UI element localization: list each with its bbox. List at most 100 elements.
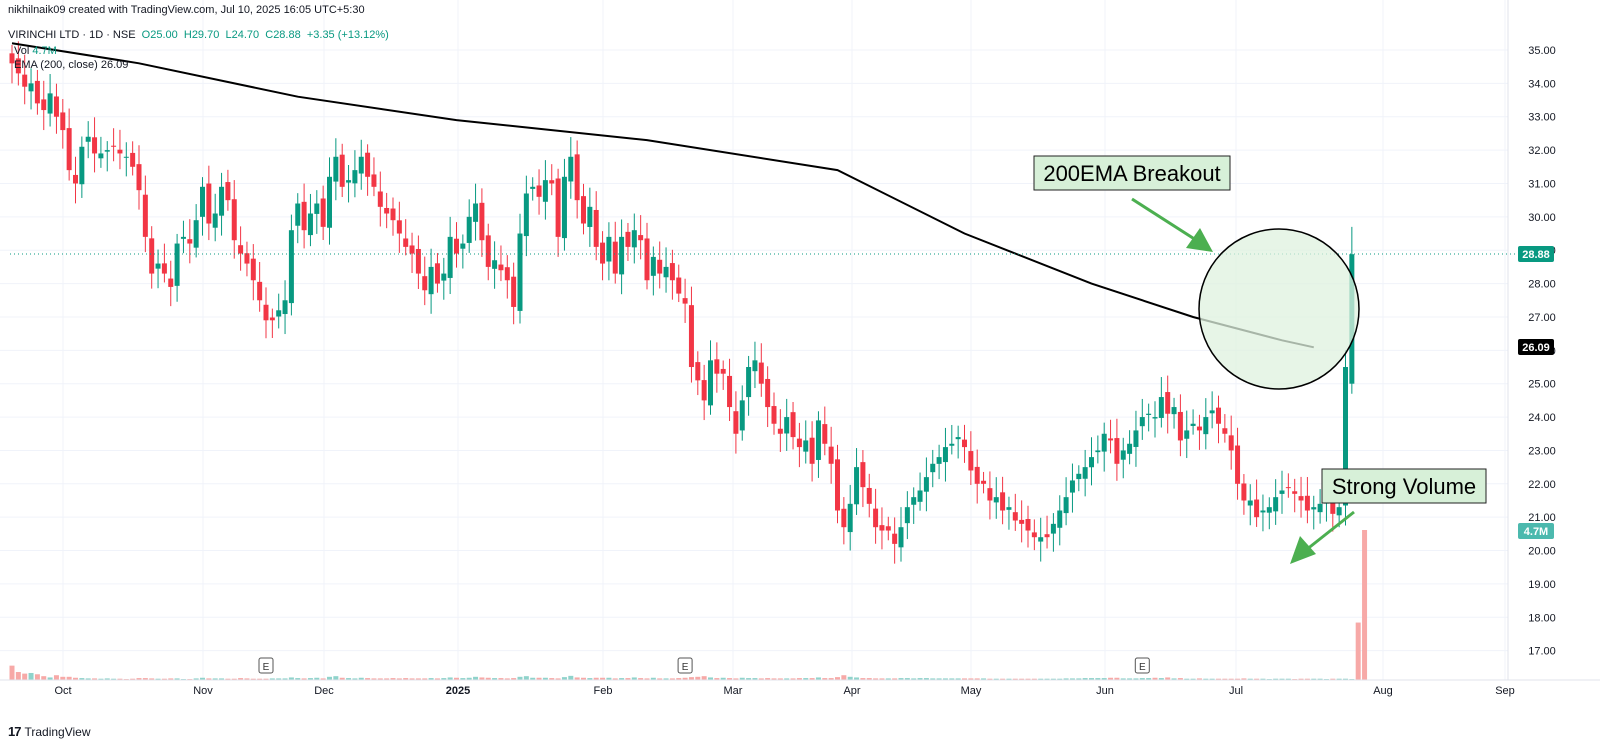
volume-bar (1000, 678, 1006, 680)
candle-body (485, 235, 491, 267)
candle-body (835, 459, 840, 511)
volume-bar (1196, 678, 1202, 680)
candle-body (98, 153, 104, 159)
candle-body (409, 245, 415, 254)
candle-body (28, 83, 34, 92)
volume-bar (479, 677, 485, 680)
candle-body (111, 145, 117, 147)
price-tick: 33.00 (1528, 112, 1556, 124)
volume-bar (1203, 678, 1209, 680)
volume-bar (396, 678, 402, 680)
volume-bar (758, 678, 764, 680)
volume-bar (803, 678, 809, 680)
candle-body (1139, 417, 1145, 427)
candle-body (612, 241, 618, 274)
candle-body (1057, 510, 1063, 528)
candle-body (396, 220, 402, 234)
candle-body (1050, 523, 1056, 534)
candle-body (403, 238, 409, 247)
volume-bar (1031, 678, 1037, 680)
volume-bar (657, 678, 663, 680)
candle-body (301, 201, 307, 231)
volume-bar (1222, 678, 1228, 680)
candle-body (22, 74, 28, 87)
volume-bar (1095, 678, 1101, 680)
candle-body (149, 238, 155, 274)
candle-body (498, 264, 504, 271)
candle-body (523, 193, 529, 237)
candle-body (555, 178, 561, 237)
candle-body (428, 266, 434, 295)
candle-body (130, 152, 136, 167)
volume-bar (1336, 678, 1342, 680)
time-tick: Oct (54, 685, 71, 697)
volume-bar (142, 678, 148, 680)
volume-bar (930, 678, 936, 680)
volume-bar (612, 678, 618, 680)
volume-bar (561, 677, 567, 680)
volume-bar (98, 678, 104, 680)
breakout-text: 200EMA Breakout (1043, 161, 1220, 186)
candle-body (41, 99, 47, 111)
volume-bar (60, 676, 66, 680)
volume-bar (784, 678, 790, 680)
candle-body (790, 412, 796, 438)
volume-bar (1355, 622, 1361, 680)
volume-text: Strong Volume (1332, 474, 1476, 499)
volume-bar (117, 678, 123, 680)
candle-body (1120, 450, 1126, 460)
volume-bar (219, 678, 225, 680)
earnings-label: E (263, 662, 270, 673)
candle-body (492, 260, 498, 269)
candle-body (962, 439, 967, 448)
price-tick: 22.00 (1528, 479, 1556, 491)
candle-body (1304, 495, 1310, 511)
volume-bar (257, 678, 263, 680)
volume-bar (688, 677, 694, 680)
volume-bar (619, 678, 625, 680)
candle-body (53, 96, 59, 117)
volume-bar (1012, 678, 1018, 680)
candle-body (123, 156, 129, 158)
candle-body (561, 176, 567, 239)
candle-body (619, 236, 625, 275)
candle-body (1222, 428, 1228, 434)
tradingview-brand: 17 TradingView (8, 724, 91, 739)
candle-body (879, 525, 885, 531)
candle-body (727, 375, 733, 408)
candle-body (600, 242, 606, 264)
candle-body (269, 317, 275, 321)
volume-bar (1063, 678, 1069, 680)
volume-bar (22, 673, 28, 680)
time-tick: Mar (724, 685, 743, 697)
volume-bar (473, 676, 479, 680)
candle-body (904, 507, 910, 524)
candle-body (73, 174, 78, 184)
earnings-marker (258, 657, 274, 674)
candle-body (47, 93, 53, 114)
volume-bar (111, 678, 117, 680)
candle-body (796, 438, 802, 448)
candle-body (981, 480, 987, 484)
volume-bar (28, 672, 34, 680)
candle-body (815, 420, 821, 460)
price-tick: 17.00 (1528, 646, 1556, 658)
candle-body (854, 467, 860, 505)
volume-bar (917, 678, 923, 680)
candle-body (117, 149, 123, 154)
candle-body (847, 503, 853, 533)
volume-bar (771, 678, 777, 680)
volume-bar (1279, 678, 1285, 680)
candle-body (1336, 507, 1342, 516)
ema-price-label: 26.09 (1522, 342, 1550, 354)
candle-body (739, 400, 745, 431)
candle-body (746, 367, 752, 398)
candle-body (1228, 435, 1234, 451)
candle-body (219, 186, 225, 216)
price-tick: 34.00 (1528, 78, 1556, 90)
candle-body (327, 176, 332, 228)
candle-body (803, 440, 809, 452)
candle-body (657, 259, 663, 274)
time-tick: May (961, 685, 982, 697)
